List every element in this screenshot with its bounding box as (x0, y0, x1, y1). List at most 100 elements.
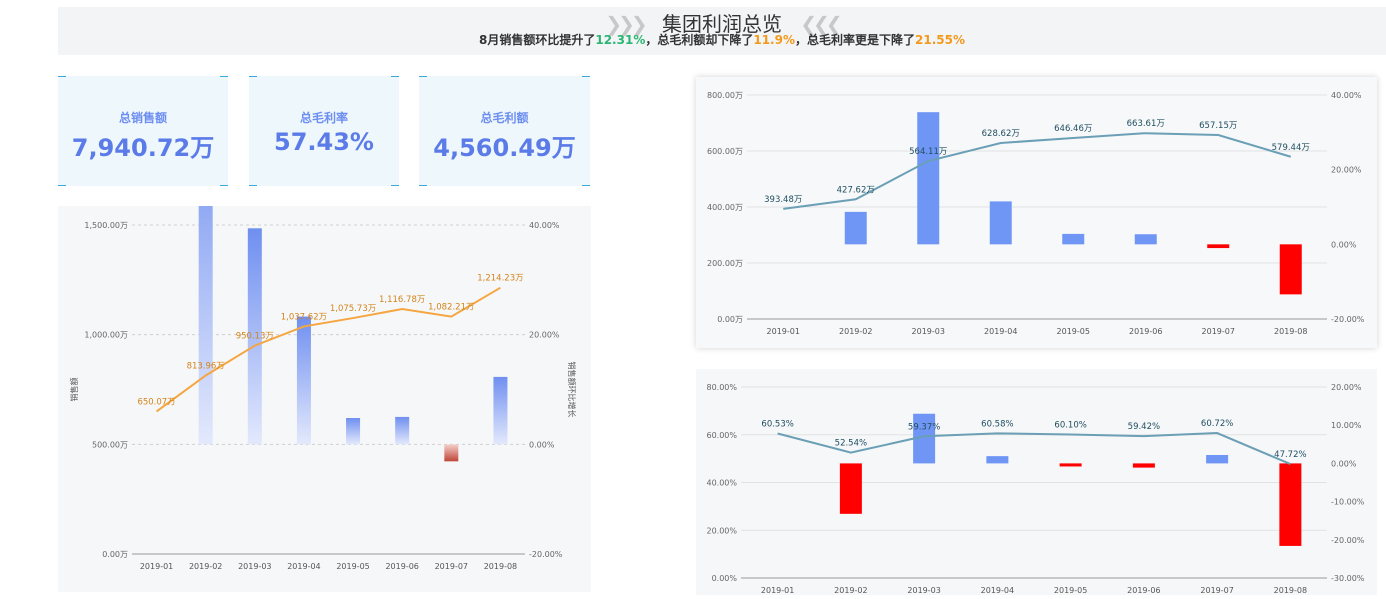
x-axis-tick-label: 2019-04 (984, 327, 1017, 336)
x-axis-tick-label: 2019-02 (839, 327, 872, 336)
data-label: 1,082.21万 (428, 303, 474, 313)
summary-mid1: ，总毛利额却下降了 (645, 33, 754, 47)
right-axis-tick-label: -20.00% (529, 550, 563, 559)
left-axis-tick-label: 200.00万 (707, 259, 743, 268)
left-axis-tick-label: 600.00万 (707, 147, 743, 156)
x-axis-tick-label: 2019-08 (1274, 327, 1307, 336)
bar (917, 112, 940, 245)
x-axis-tick-label: 2019-07 (1200, 586, 1233, 595)
bar (1062, 233, 1085, 245)
profit-chart-panel: 0.00万 200.00万 400.00万 600.00万 800.00万 -20.00%… (696, 77, 1377, 348)
summary-text: 8月销售额环比提升了12.31%，总毛利额却下降了11.9%，总毛利率更是下降了… (58, 31, 1386, 48)
right-axis-tick-label: 40.00% (529, 221, 560, 230)
right-axis-tick-label: 0.00% (1331, 459, 1357, 468)
left-axis-tick-label: 20.00% (706, 526, 737, 535)
kpi-label: 总毛利额 (480, 111, 529, 125)
page-header: ❯❯❯ 集团利润总览 ❮❮❮ 8月销售额环比提升了12.31%，总毛利额却下降了… (58, 7, 1386, 55)
bar (1206, 454, 1229, 464)
chevron-left-icon: ❮❮❮ (800, 12, 842, 36)
data-label: 60.58% (981, 419, 1013, 429)
data-label: 60.53% (761, 419, 793, 429)
sales-chart: 0.00万 500.00万 1,000.00万 1,500.00万 -20.00% 0.0… (69, 105, 577, 571)
bar (844, 211, 867, 245)
data-label: 393.48万 (764, 195, 802, 205)
margin-chart-panel: 0.00% 20.00% 40.00% 60.00% 80.00% -30.00% -20.… (696, 369, 1377, 595)
right-axis-tick-label: 0.00% (1331, 240, 1357, 249)
data-label: 52.54% (835, 439, 867, 449)
kpi-value: 4,560.49万 (433, 134, 576, 162)
bar (989, 201, 1012, 245)
bar (1132, 463, 1155, 468)
bar (1059, 463, 1082, 467)
kpi-gross-margin-rate: 总毛利率 57.43% (249, 76, 399, 186)
kpi-total-sales: 总销售额 7,940.72万 (58, 76, 228, 186)
data-label: 628.62万 (982, 129, 1020, 139)
chevron-right-icon: ❯❯❯ (605, 12, 647, 36)
bar (198, 105, 213, 445)
bar (839, 463, 862, 514)
bar (913, 413, 936, 464)
x-axis-tick-label: 2019-08 (484, 562, 517, 571)
bar (247, 228, 262, 445)
right-axis-tick-label: -20.00% (1331, 536, 1365, 545)
left-axis-tick-label: 0.00% (712, 574, 738, 583)
x-axis-tick-label: 2019-03 (907, 586, 940, 595)
kpi-gross-profit: 总毛利额 4,560.49万 (419, 76, 590, 186)
right-axis-tick-label: 20.00% (1331, 166, 1362, 175)
x-axis-tick-label: 2019-04 (981, 586, 1014, 595)
bar (346, 418, 361, 445)
series-line (783, 132, 1292, 210)
left-axis-tick-label: 1,000.00万 (84, 331, 128, 340)
right-axis-tick-label: 40.00% (1331, 91, 1362, 100)
sales-chart-panel: 0.00万 500.00万 1,000.00万 1,500.00万 -20.00% 0.0… (58, 105, 591, 592)
data-label: 60.72% (1201, 419, 1233, 429)
bar (1279, 463, 1302, 546)
data-label: 650.07万 (137, 397, 175, 407)
data-label: 663.61万 (1127, 119, 1165, 129)
data-label: 427.62万 (837, 185, 875, 195)
data-label: 59.37% (908, 422, 940, 432)
data-label: 47.72% (1274, 450, 1306, 460)
left-axis-tick-label: 400.00万 (707, 203, 743, 212)
x-axis-tick-label: 2019-04 (287, 562, 320, 571)
x-axis-tick-label: 2019-05 (336, 562, 369, 571)
x-axis-tick-label: 2019-01 (767, 327, 800, 336)
kpi-value: 57.43% (274, 128, 374, 156)
x-axis-tick-label: 2019-06 (1127, 586, 1160, 595)
data-label: 646.46万 (1054, 124, 1092, 134)
data-label: 564.11万 (909, 147, 947, 157)
bar (1279, 244, 1302, 295)
x-axis-tick-label: 2019-02 (189, 562, 222, 571)
series-line (777, 432, 1291, 465)
x-axis-tick-label: 2019-05 (1054, 586, 1087, 595)
data-label: 1,037.62万 (281, 312, 327, 322)
x-axis-tick-label: 2019-03 (912, 327, 945, 336)
data-label: 657.15万 (1199, 121, 1237, 131)
x-axis-tick-label: 2019-06 (385, 562, 418, 571)
profit-chart: 0.00万 200.00万 400.00万 600.00万 800.00万 -20.00%… (707, 91, 1365, 336)
data-label: 579.44万 (1272, 143, 1310, 153)
x-axis-tick-label: 2019-06 (1129, 327, 1162, 336)
summary-mid2: ，总毛利率更是下降了 (795, 33, 916, 47)
right-axis-tick-label: 10.00% (1331, 421, 1362, 430)
right-axis-label: 销售额环比增长 (567, 362, 577, 418)
bar (296, 316, 311, 445)
title-row: ❯❯❯ 集团利润总览 ❮❮❮ (58, 8, 1386, 37)
x-axis-tick-label: 2019-02 (834, 586, 867, 595)
x-axis-tick-label: 2019-01 (140, 562, 173, 571)
x-axis-tick-label: 2019-01 (761, 586, 794, 595)
right-axis-tick-label: -30.00% (1331, 574, 1365, 583)
left-axis-tick-label: 0.00万 (717, 315, 743, 324)
right-axis-tick-label: 0.00% (529, 440, 555, 449)
left-axis-tick-label: 60.00% (706, 431, 737, 440)
data-label: 1,116.78万 (379, 295, 425, 305)
left-axis-tick-label: 0.00万 (102, 550, 128, 559)
kpi-label: 总毛利率 (299, 111, 348, 125)
data-label: 59.42% (1128, 422, 1160, 432)
series-line (155, 286, 501, 413)
margin-drop-value: 21.55% (915, 33, 965, 47)
right-axis-tick-label: 20.00% (529, 331, 560, 340)
summary-prefix: 8月销售额环比提升了 (479, 33, 596, 47)
x-axis-tick-label: 2019-07 (1202, 327, 1235, 336)
kpi-value: 7,940.72万 (71, 134, 215, 162)
